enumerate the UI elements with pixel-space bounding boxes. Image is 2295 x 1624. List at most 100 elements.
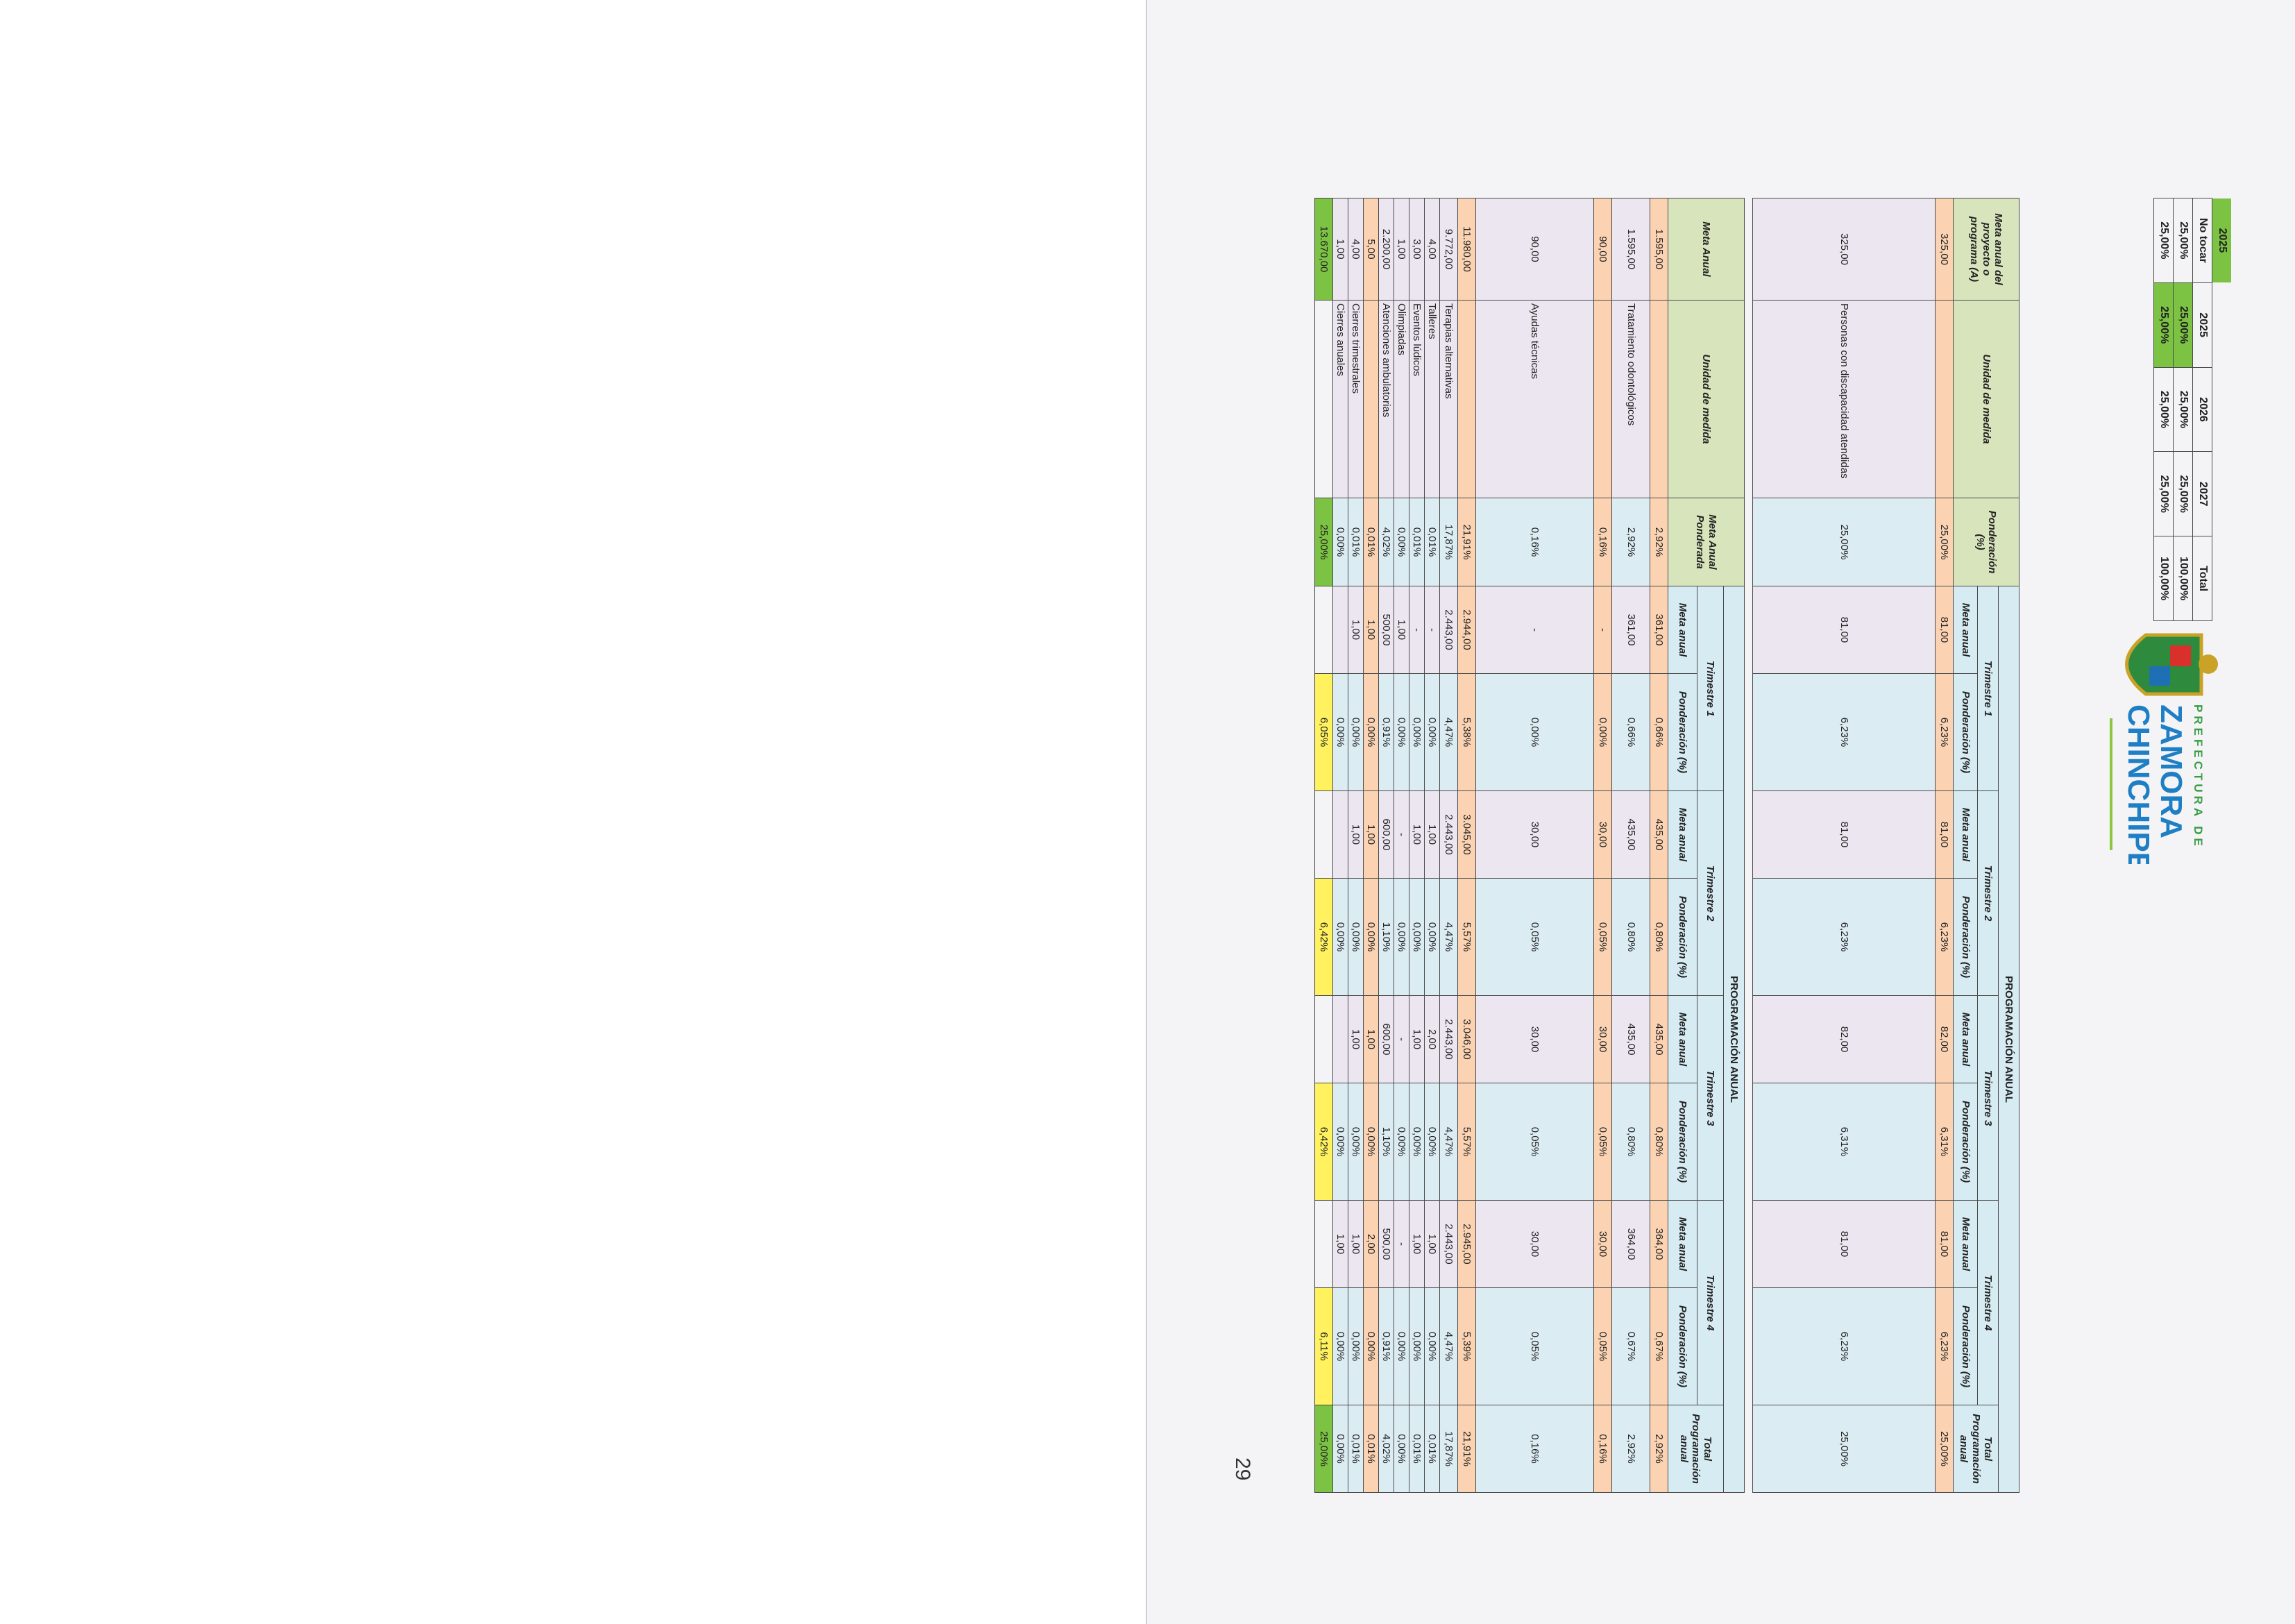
table-cell: 5,00	[1363, 198, 1379, 301]
table-cell: 2,92%	[1611, 498, 1650, 586]
table-cell: 2,92%	[1650, 1405, 1668, 1493]
table-cell: -	[1475, 586, 1594, 674]
table-cell: 0,00%	[1348, 1083, 1364, 1201]
table-cell: 81,00	[1935, 1200, 1954, 1288]
header-goal: Meta anual	[1668, 995, 1697, 1083]
weights-cell: 100,00%	[2173, 536, 2193, 621]
table-cell: 0,80%	[1611, 878, 1650, 996]
weights-cell: 25,00%	[2153, 282, 2174, 368]
table-cell: 25,00%	[1935, 498, 1954, 586]
quarter-header: Trimestre 3	[1977, 995, 1999, 1201]
header-quarter-weight: Ponderación (%)	[1953, 673, 1978, 791]
table-cell: 0,00%	[1424, 673, 1440, 791]
table-cell: 1,00	[1348, 1200, 1364, 1288]
table-cell: 6,23%	[1935, 878, 1954, 996]
table-cell: 325,00	[1752, 198, 1936, 301]
table-cell: Cierres anuales	[1332, 300, 1348, 498]
table-row: 25,00% 25,00% 25,00% 25,00% 100,00%	[2173, 198, 2193, 621]
table-cell: 0,16%	[1593, 1405, 1612, 1493]
table-cell: 13.670,00	[1314, 198, 1333, 301]
spacer	[2212, 536, 2232, 621]
spacer	[2212, 282, 2232, 367]
quarter-header: Trimestre 2	[1697, 790, 1724, 996]
logo-shield-part	[2170, 645, 2191, 666]
table-cell: 25,00%	[1752, 498, 1936, 586]
spacer	[2212, 367, 2232, 452]
table-cell: -	[1424, 586, 1440, 674]
table-row: 4,00 Cierres trimestrales 0,01% 1,00 0,00% 1,…	[1348, 198, 1364, 1493]
table-cell: 0,01%	[1348, 498, 1364, 586]
table-cell: 30,00	[1475, 790, 1594, 879]
table-cell: 1,00	[1394, 198, 1409, 301]
table-cell: 1,00	[1348, 586, 1364, 674]
table-cell	[1314, 995, 1333, 1083]
table-cell	[1650, 300, 1668, 498]
quarter-header: Trimestre 2	[1977, 790, 1999, 996]
table-cell: 0,01%	[1363, 1405, 1379, 1493]
header-quarter-weight: Ponderación (%)	[1668, 1287, 1697, 1405]
table-cell: -	[1394, 995, 1409, 1083]
quarter-header: Trimestre 3	[1697, 995, 1724, 1201]
table-cell: 6,31%	[1752, 1083, 1936, 1201]
table-cell: 4,02%	[1378, 1405, 1394, 1493]
section-title: PROGRAMACIÓN ANUAL	[1998, 586, 2019, 1493]
table-cell: 81,00	[1752, 790, 1936, 879]
logo: PREFECTURA DE ZAMORA CHINCHIPE	[2110, 633, 2218, 864]
table-cell: 6,05%	[1314, 673, 1333, 791]
table-cell	[1314, 790, 1333, 879]
table-cell: 5,57%	[1457, 1083, 1476, 1201]
table-cell: 0,00%	[1348, 673, 1364, 791]
table-cell: 2.200,00	[1378, 198, 1394, 301]
header-meta: Meta Anual	[1668, 198, 1745, 301]
table-cell: 2.443,00	[1439, 790, 1458, 879]
table-cell: 30,00	[1593, 995, 1612, 1083]
table-cell: Cierres trimestrales	[1348, 300, 1364, 498]
table-cell: 0,01%	[1424, 1405, 1440, 1493]
header-goal: Meta anual	[1668, 1200, 1697, 1288]
table-cell	[1314, 300, 1333, 498]
table-cell: 90,00	[1593, 198, 1612, 301]
table-cell: Personas con discapacidad atendidas	[1752, 300, 1936, 498]
table-cell: Talleres	[1424, 300, 1440, 498]
table-cell: 0,00%	[1409, 1083, 1425, 1201]
table-row: 1.595,00 Tratamiento odontológicos 2,92% 36…	[1611, 198, 1650, 1493]
table-cell: 0,91%	[1378, 673, 1394, 791]
table-cell: 81,00	[1935, 586, 1954, 674]
table-cell: 0,67%	[1650, 1287, 1668, 1405]
components-table: Meta Anual Unidad de medida Meta Anual Pon…	[1314, 198, 1745, 1493]
table-cell: 1,00	[1424, 1200, 1440, 1288]
weights-cell: 25,00%	[2173, 282, 2193, 368]
table-cell: 0,00%	[1332, 878, 1348, 996]
table-cell: 6,31%	[1935, 1083, 1954, 1201]
table-cell: 0,00%	[1332, 1083, 1348, 1201]
table-cell: 6,23%	[1752, 673, 1936, 791]
table-cell: 2.443,00	[1439, 995, 1458, 1083]
table-cell: 3.045,00	[1457, 790, 1476, 879]
logo-shield-part	[2149, 666, 2170, 686]
table-cell: 0,00%	[1348, 878, 1364, 996]
table-cell: Tratamiento odontológicos	[1611, 300, 1650, 498]
table-cell: 82,00	[1935, 995, 1954, 1083]
table-cell: 1,00	[1394, 586, 1409, 674]
table-cell: 0,00%	[1593, 673, 1612, 791]
table-row: 25,00% 25,00% 25,00% 25,00% 100,00%	[2153, 198, 2174, 621]
table-cell: 0,00%	[1394, 498, 1409, 586]
table-cell: 0,67%	[1611, 1287, 1650, 1405]
weights-cell: 25,00%	[2173, 367, 2193, 452]
table-cell: 82,00	[1752, 995, 1936, 1083]
table-cell: 435,00	[1650, 790, 1668, 879]
brand-line: ZAMORA	[2154, 704, 2188, 838]
table-cell: 2,92%	[1611, 1405, 1650, 1493]
table-cell: 0,16%	[1593, 498, 1612, 586]
header-total: Total Programación anual	[1668, 1405, 1724, 1493]
table-cell: 17,87%	[1439, 498, 1458, 586]
header-meta: Meta anual del proyecto o programa (A)	[1953, 198, 2019, 301]
table-cell	[1363, 300, 1379, 498]
table-cell: 0,01%	[1409, 1405, 1425, 1493]
header-goal: Meta anual	[1953, 586, 1978, 674]
table-cell: 0,00%	[1394, 1287, 1409, 1405]
table-cell: 0,00%	[1394, 673, 1409, 791]
table-cell: 600,00	[1378, 790, 1394, 879]
header-goal: Meta anual	[1668, 790, 1697, 879]
